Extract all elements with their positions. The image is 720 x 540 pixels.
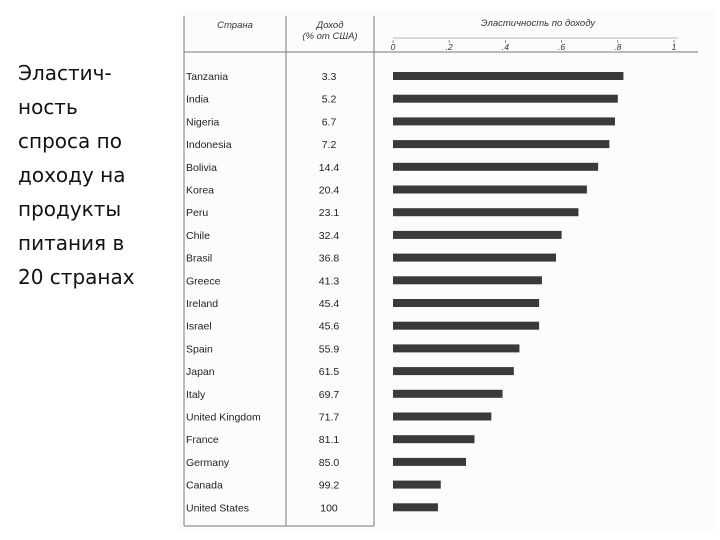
elasticity-bar (393, 480, 441, 489)
country-label: Nigeria (186, 116, 219, 128)
elasticity-bar (393, 140, 610, 149)
income-value: 6.7 (322, 116, 337, 128)
income-value: 85.0 (319, 457, 340, 469)
income-value: 55.9 (319, 343, 340, 355)
elasticity-column-header: Эластичность по доходу (481, 18, 596, 29)
elasticity-bar (393, 253, 556, 262)
elasticity-bar (393, 457, 467, 466)
income-value: 69.7 (319, 389, 340, 401)
elasticity-bar (393, 117, 615, 126)
country-label: Korea (186, 185, 214, 197)
elasticity-bar (393, 344, 520, 353)
elasticity-bar (393, 185, 587, 194)
country-label: Chile (186, 230, 210, 242)
elasticity-bar (393, 503, 438, 512)
elasticity-bar (393, 162, 599, 171)
country-label: Germany (186, 457, 230, 469)
country-label: Japan (186, 366, 215, 378)
income-value: 61.5 (319, 366, 340, 378)
country-label: Brasil (186, 253, 212, 265)
scanned-table-chart: Страна Доход (% от США) Эластичность по дох… (178, 10, 716, 532)
elasticity-bar-chart: Страна Доход(% от США) Эластичность по дох… (183, 16, 698, 527)
x-tick-label: .6 (558, 42, 565, 52)
income-column-header: Доход (316, 20, 344, 31)
income-value: 32.4 (319, 230, 340, 242)
income-value: 14.4 (319, 162, 340, 174)
income-value: 3.3 (322, 71, 337, 83)
elasticity-bar (393, 94, 618, 103)
x-tick-label: .2 (446, 42, 453, 52)
elasticity-bar (393, 412, 492, 421)
income-value: 81.1 (319, 434, 340, 446)
income-value: 100 (320, 502, 338, 514)
income-value: 36.8 (319, 253, 340, 265)
income-value: 5.2 (322, 94, 337, 106)
country-label: Tanzania (186, 71, 228, 83)
x-tick-label: .8 (614, 42, 621, 52)
elasticity-bar (393, 435, 475, 444)
elasticity-bar (393, 299, 540, 307)
country-label: United Kingdom (186, 412, 261, 424)
elasticity-bar (393, 72, 624, 80)
income-value: 45.6 (319, 321, 340, 333)
elasticity-bar (393, 230, 562, 239)
country-label: Canada (186, 480, 223, 492)
country-label: Italy (186, 389, 206, 401)
income-value: 99.2 (319, 480, 340, 492)
elasticity-bar (393, 321, 540, 330)
country-label: Greece (186, 275, 221, 287)
income-value: 45.4 (319, 298, 340, 310)
country-label: Bolivia (186, 162, 217, 174)
country-label: Peru (186, 207, 208, 219)
elasticity-bar (393, 367, 514, 376)
country-column-header: Страна (217, 20, 253, 31)
income-column-header: (% от США) (302, 31, 357, 42)
x-tick-label: .4 (502, 42, 509, 52)
country-label: Israel (186, 321, 212, 333)
income-value: 41.3 (319, 275, 340, 287)
income-value: 20.4 (319, 185, 340, 197)
elasticity-bar (393, 208, 579, 217)
elasticity-bar (393, 276, 542, 285)
income-value: 7.2 (322, 139, 337, 151)
country-label: Ireland (186, 298, 218, 310)
x-tick-label: 0 (391, 42, 396, 52)
elasticity-bar (393, 389, 503, 398)
x-tick-label: 1 (672, 42, 677, 52)
income-value: 23.1 (319, 207, 340, 219)
country-label: France (186, 434, 219, 446)
country-label: Spain (186, 343, 213, 355)
country-label: India (186, 94, 209, 106)
income-value: 71.7 (319, 412, 340, 424)
country-label: United States (186, 502, 249, 514)
country-label: Indonesia (186, 139, 232, 151)
slide-title: Эластич- ность спроса по доходу на проду… (18, 61, 135, 289)
